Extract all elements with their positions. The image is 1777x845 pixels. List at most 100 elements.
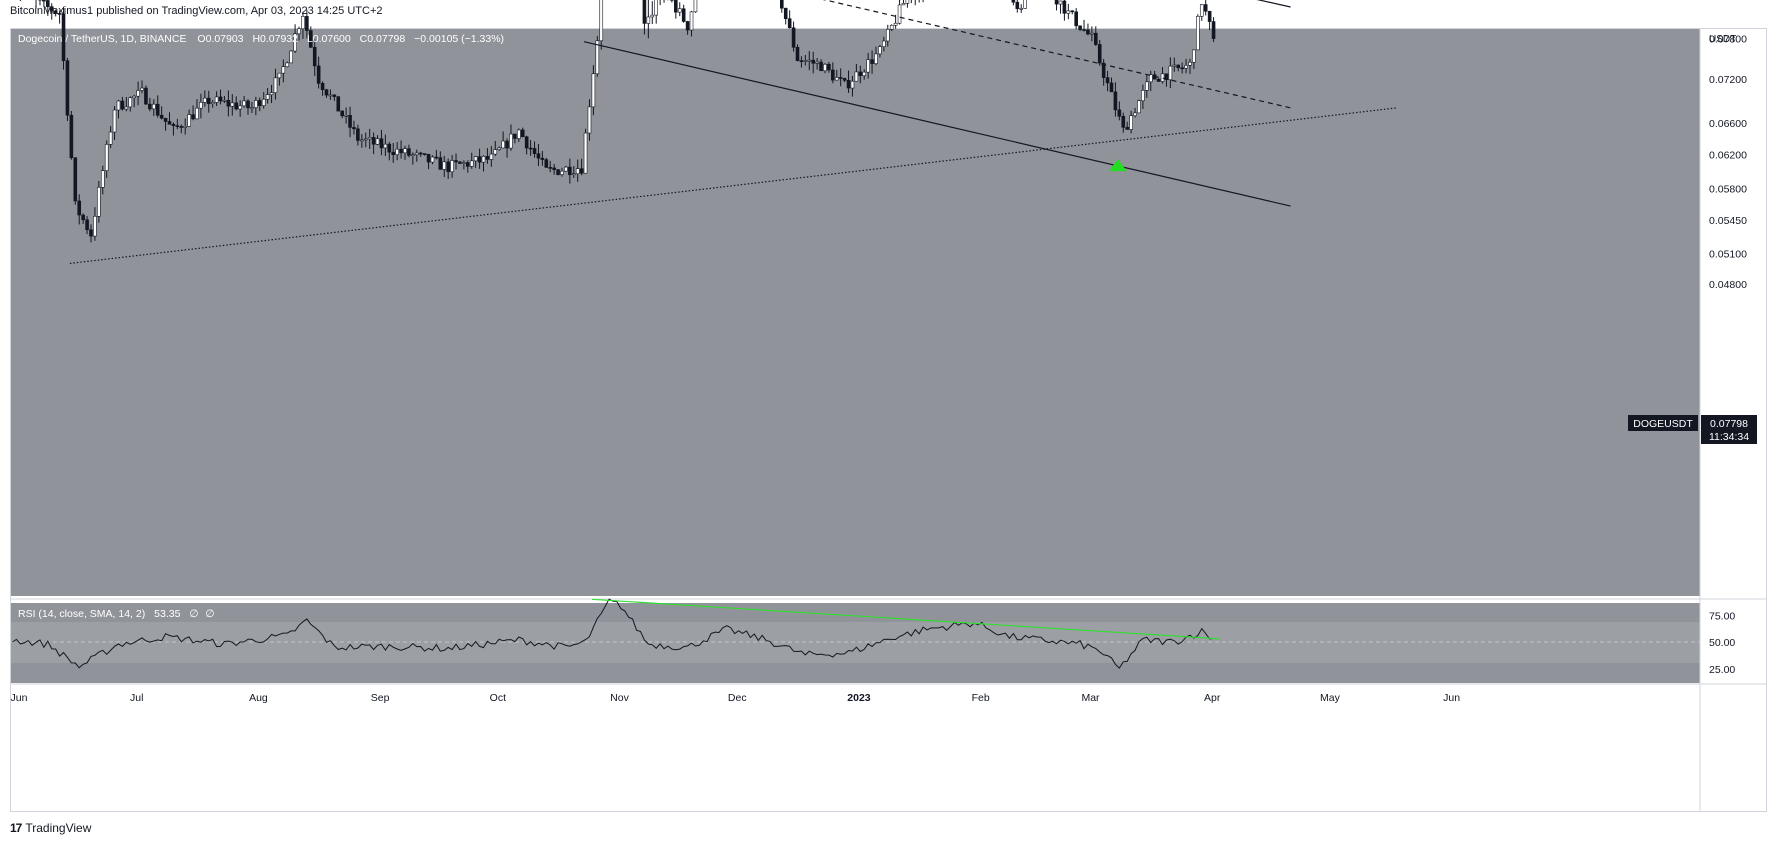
candle-body — [49, 6, 54, 12]
candle-body — [305, 16, 309, 31]
legend-o-value: 0.07903 — [206, 33, 244, 45]
candle-body — [430, 156, 435, 163]
candle-body — [163, 117, 168, 122]
candle-body — [65, 60, 70, 116]
candle-body — [46, 0, 50, 7]
candle-body — [1082, 29, 1086, 31]
candle-body — [81, 214, 85, 221]
time-axis-tick-label: Jun — [1443, 692, 1460, 704]
candle-body — [132, 95, 136, 99]
candle-body — [230, 102, 235, 107]
candle-body — [646, 16, 651, 24]
publisher-caption: BitcoinMaximus1 published on TradingView… — [10, 5, 383, 17]
candle-body — [674, 0, 678, 13]
price-pane-bg — [11, 29, 1700, 596]
support-trendline — [69, 107, 1397, 265]
candle-body — [1141, 90, 1145, 102]
candle-body — [842, 78, 847, 81]
candle-body — [1137, 100, 1141, 114]
candle-body — [485, 156, 490, 160]
candle-body — [73, 157, 78, 202]
candle-body — [540, 157, 545, 160]
candle-body — [454, 160, 458, 163]
footer-brand: TradingView — [25, 821, 92, 835]
candle-body — [367, 137, 372, 140]
candle-body — [301, 16, 305, 30]
candle-body — [787, 18, 792, 29]
rsi-series — [12, 598, 1220, 669]
candle-body — [316, 65, 321, 84]
candle-body — [866, 59, 870, 73]
svg-text:RSI (14, close, SMA, 14, 2): RSI (14, close, SMA, 14, 2) 53.35 ∅ ∅ — [18, 608, 215, 620]
candle-body — [442, 161, 447, 170]
channel-upper-line — [1256, 0, 1291, 8]
candle-body — [1188, 61, 1192, 66]
candle-body — [807, 59, 812, 62]
time-axis-tick-label: Nov — [610, 692, 629, 704]
time-axis: Jun Jul Aug Sep Oct Nov Dec 2023 Feb Mar Apr May Jun — [11, 692, 1461, 704]
candle-body — [136, 90, 140, 97]
candle-body — [85, 219, 89, 231]
rsi-legend-extra1: ∅ — [189, 608, 198, 620]
candle-body — [171, 123, 176, 126]
candle-body — [391, 151, 396, 155]
candle-body — [1160, 73, 1165, 82]
candle-body — [1176, 64, 1181, 69]
candle-body — [544, 159, 549, 168]
candle-body — [297, 28, 301, 35]
candle-body — [882, 40, 886, 47]
time-axis-tick-label: 2023 — [847, 692, 871, 704]
time-axis-tick-label: Aug — [249, 692, 268, 704]
candle-body — [116, 100, 121, 111]
candle-body — [650, 14, 655, 18]
candle-body — [183, 126, 187, 128]
candle-body — [1180, 67, 1184, 70]
candle-body — [308, 30, 313, 48]
candle-body — [324, 89, 329, 96]
trendlines — [69, 0, 1397, 265]
candle-body — [108, 131, 113, 145]
candle-body — [854, 71, 859, 82]
candle-body — [363, 138, 368, 141]
legend-o-label: O — [197, 33, 205, 45]
candle-body — [681, 8, 686, 22]
candle-body — [144, 87, 148, 105]
candle-body — [203, 97, 207, 103]
candle-body — [120, 100, 125, 110]
time-axis-tick-label: Mar — [1081, 692, 1100, 704]
candle-body — [587, 106, 592, 134]
candle-body — [42, 0, 46, 2]
candle-body — [61, 13, 66, 61]
candle-body — [222, 100, 227, 102]
price-axis-tick-label: 0.05100 — [1709, 248, 1747, 260]
candle-body — [536, 153, 541, 159]
candle-body — [1125, 127, 1129, 130]
candle-body — [167, 121, 172, 125]
candle-body — [352, 127, 356, 130]
candle-body — [152, 103, 156, 110]
candle-body — [1086, 29, 1090, 35]
rsi-axis-tick-label: 25.00 — [1709, 664, 1735, 676]
candle-body — [375, 138, 380, 145]
candle-body — [556, 169, 560, 175]
candle-body — [575, 168, 580, 175]
candle-body — [112, 109, 117, 133]
candle-body — [862, 71, 867, 76]
candle-body — [815, 61, 819, 64]
candle-body — [1207, 10, 1212, 22]
candle-body — [1105, 77, 1110, 84]
candle-body — [1192, 49, 1196, 63]
candle-body — [206, 97, 211, 104]
candle-body — [69, 114, 74, 159]
candle-body — [901, 3, 906, 6]
candle-body — [532, 148, 537, 154]
chart-frame — [10, 28, 1767, 812]
time-axis-tick-label: Sep — [371, 692, 390, 704]
candle-body — [552, 167, 556, 170]
candle-body — [104, 144, 109, 172]
candle-body — [210, 102, 215, 104]
candle-body — [407, 148, 411, 156]
candle-body — [469, 160, 474, 167]
candle-body — [293, 33, 297, 52]
